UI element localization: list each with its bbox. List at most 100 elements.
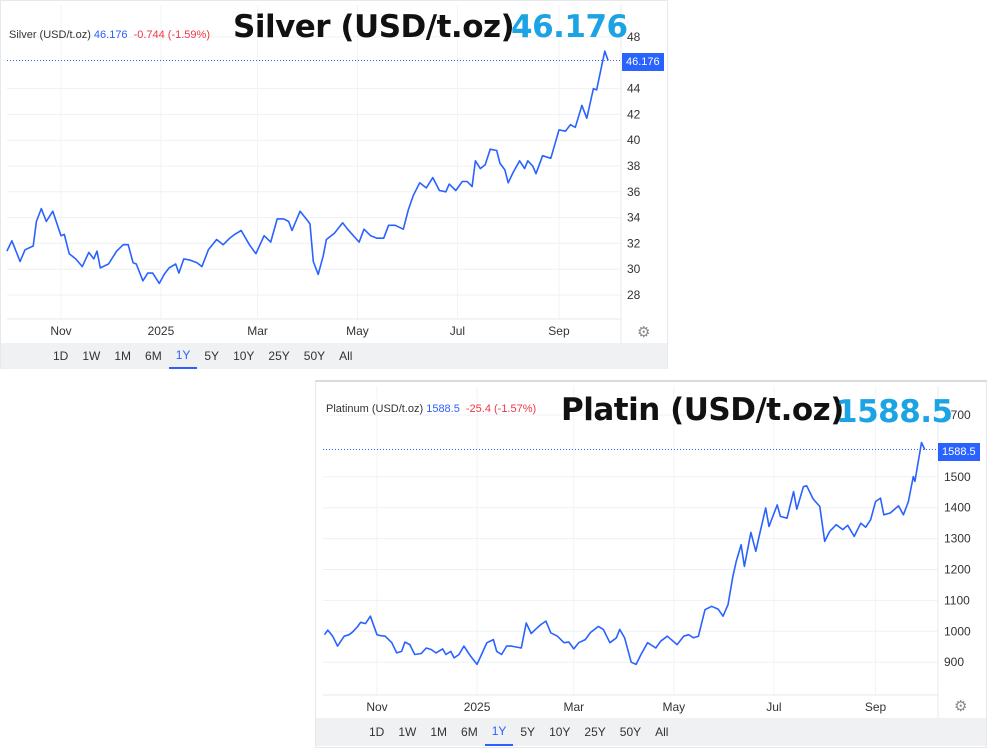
- range-button-10y[interactable]: 10Y: [549, 725, 571, 739]
- range-button-50y[interactable]: 50Y: [303, 349, 326, 363]
- range-button-25y[interactable]: 25Y: [584, 725, 606, 739]
- legend-price: 1588.5: [426, 403, 460, 415]
- x-tick-label: Jul: [766, 700, 781, 714]
- data-point: [635, 663, 637, 665]
- data-point: [883, 514, 885, 516]
- data-point: [592, 87, 594, 89]
- data-point: [147, 272, 149, 274]
- data-point: [445, 653, 447, 655]
- data-point: [127, 244, 129, 246]
- price-series-line: [6, 50, 609, 285]
- data-point: [532, 165, 534, 167]
- x-tick-label: May: [346, 324, 369, 338]
- data-point: [409, 643, 411, 645]
- x-tick-label: Mar: [247, 324, 268, 338]
- last-price-badge: 46.176: [622, 53, 664, 71]
- data-point: [578, 642, 580, 644]
- data-point: [336, 645, 338, 647]
- data-point: [414, 653, 416, 655]
- data-point: [288, 220, 290, 222]
- data-point: [481, 652, 483, 654]
- platinum-chart-svg[interactable]: 1700 1500 1400 1300 1200 1100 1000 900 Nov 2025 Ma…: [316, 382, 987, 748]
- data-point: [343, 635, 345, 637]
- range-button-1d[interactable]: 1D: [53, 349, 69, 363]
- data-point: [558, 129, 560, 131]
- range-button-5y[interactable]: 5Y: [204, 349, 220, 363]
- data-point: [35, 220, 37, 222]
- data-point: [476, 663, 478, 665]
- range-button-6m[interactable]: 6M: [461, 725, 478, 739]
- range-button-25y[interactable]: 25Y: [268, 349, 290, 363]
- range-button-1w[interactable]: 1W: [398, 725, 417, 739]
- data-point: [45, 220, 47, 222]
- data-point: [489, 148, 491, 150]
- data-point: [263, 235, 265, 237]
- data-point: [107, 263, 109, 265]
- range-button-6m[interactable]: 6M: [145, 349, 162, 363]
- range-button-1m[interactable]: 1M: [114, 349, 132, 363]
- overlay-title: Silver (USD/t.oz): [233, 9, 515, 45]
- y-tick-label: 1500: [944, 470, 971, 484]
- data-point: [619, 628, 621, 630]
- data-point: [492, 638, 494, 640]
- range-button-1y[interactable]: 1Y: [168, 343, 198, 369]
- data-point: [63, 233, 65, 235]
- x-tick-label: Nov: [50, 324, 71, 338]
- x-tick-label: Sep: [865, 700, 887, 714]
- data-point: [545, 620, 547, 622]
- data-point: [255, 253, 257, 255]
- range-button-1m[interactable]: 1M: [430, 725, 448, 739]
- data-point: [11, 240, 13, 242]
- data-point: [479, 167, 481, 169]
- range-button-1w[interactable]: 1W: [82, 349, 101, 363]
- data-point: [471, 185, 473, 187]
- data-point: [640, 653, 642, 655]
- gear-icon[interactable]: ⚙: [637, 324, 651, 341]
- data-point: [356, 626, 358, 628]
- data-point: [520, 647, 522, 649]
- data-point: [523, 167, 525, 169]
- data-point: [183, 258, 185, 260]
- data-point: [99, 267, 101, 269]
- data-point: [550, 157, 552, 159]
- range-button-10y[interactable]: 10Y: [233, 349, 255, 363]
- data-point: [383, 237, 385, 239]
- range-button-all[interactable]: All: [339, 349, 353, 363]
- data-point: [786, 517, 788, 519]
- data-point: [563, 642, 565, 644]
- data-point: [722, 615, 724, 617]
- price-series-line: [323, 441, 926, 666]
- data-point: [595, 89, 597, 91]
- data-point: [646, 642, 648, 644]
- range-button-50y[interactable]: 50Y: [619, 725, 642, 739]
- data-point: [201, 265, 203, 267]
- legend-name: Silver (USD/t.oz): [9, 29, 91, 41]
- silver-chart-svg[interactable]: 48 44 42 40 38 36 34 32 30 28 Nov 2025 Mar May Jul Sep: [1, 1, 669, 370]
- data-point: [215, 238, 217, 240]
- range-button-5y[interactable]: 5Y: [520, 725, 536, 739]
- data-point: [248, 244, 250, 246]
- range-button-1d[interactable]: 1D: [369, 725, 385, 739]
- data-point: [307, 220, 309, 222]
- data-point: [607, 59, 609, 61]
- data-point: [869, 519, 871, 521]
- data-point: [732, 575, 734, 577]
- data-point: [432, 176, 434, 178]
- data-point: [504, 169, 506, 171]
- range-button-1y[interactable]: 1Y: [484, 718, 514, 746]
- data-point: [779, 515, 781, 517]
- data-point: [142, 280, 144, 282]
- y-tick-label: 36: [627, 185, 641, 199]
- data-point: [847, 524, 849, 526]
- data-point: [435, 652, 437, 654]
- data-point: [466, 180, 468, 182]
- range-button-all[interactable]: All: [655, 725, 669, 739]
- overlay-title: Platin (USD/t.oz): [561, 392, 844, 428]
- data-point: [430, 648, 432, 650]
- gear-icon[interactable]: ⚙: [954, 698, 968, 715]
- data-point: [630, 661, 632, 663]
- data-point: [445, 191, 447, 193]
- x-tick-label: Mar: [563, 700, 584, 714]
- data-point: [52, 210, 54, 212]
- y-tick-label: 28: [627, 288, 641, 302]
